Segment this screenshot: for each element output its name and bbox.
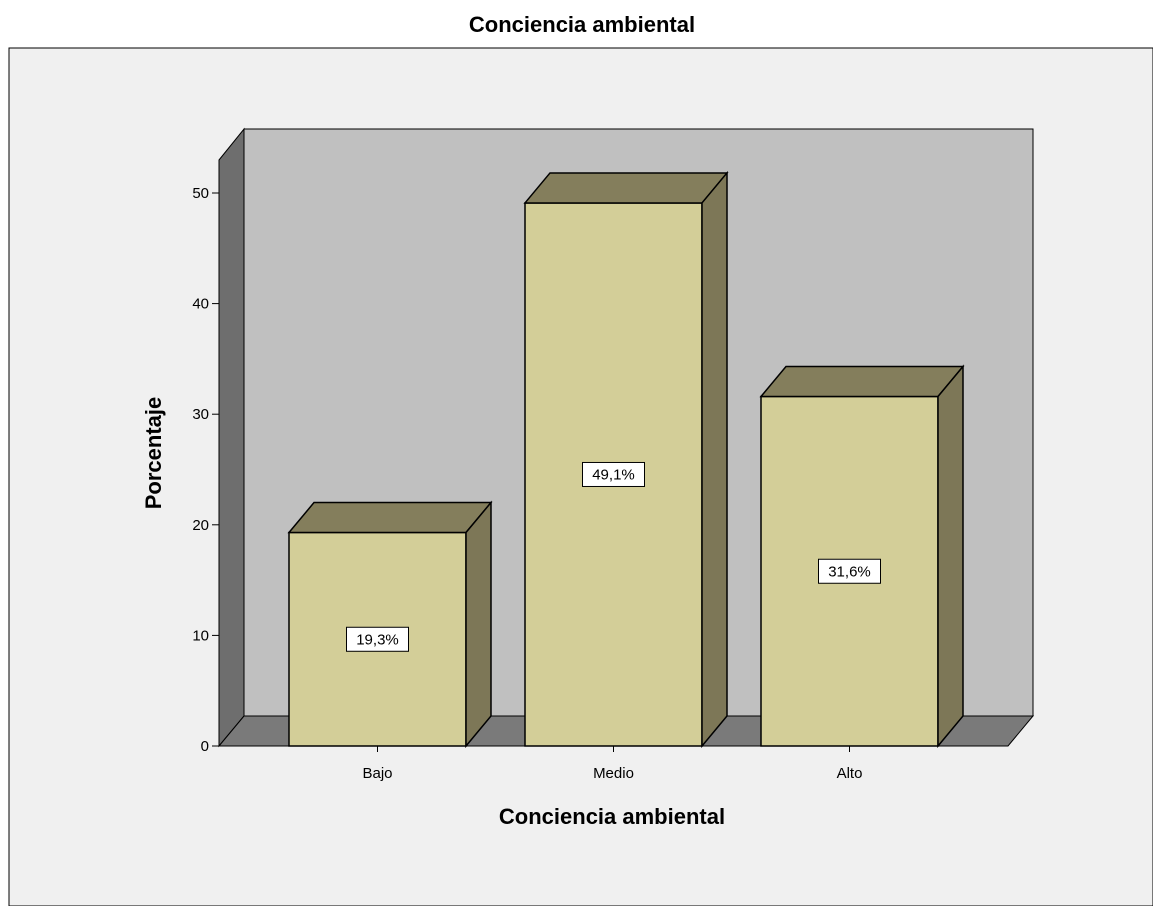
bar-top [523,172,729,204]
y-tick-label: 50 [192,185,209,202]
bar-top [287,501,493,534]
bar-top [759,365,965,398]
x-axis: Bajo Medio Alto [362,746,862,782]
data-label-box [346,626,409,652]
x-axis-title: Conciencia ambiental [499,804,725,829]
bar-alto: 31,6% [759,364,965,749]
y-tick-label: 10 [192,627,209,644]
y-axis-title: Porcentaje [141,397,166,510]
y-axis: 0 10 20 30 40 50 [192,160,220,755]
bar-side [465,500,492,749]
x-tick-label: Bajo [362,765,392,782]
y-tick-label: 30 [192,406,209,423]
bar-side [701,170,728,749]
data-label-box [818,558,881,584]
data-label: 19,3% [356,631,399,648]
chart-title: Conciencia ambiental [469,12,695,37]
bar-medio: 49,1% [523,170,729,749]
data-label: 49,1% [592,466,635,483]
y-tick-label: 40 [192,296,209,313]
y-tick-label: 0 [201,738,209,755]
bars: 19,3% 49,1% 31,6% [287,170,965,749]
bar-bajo: 19,3% [287,500,493,749]
x-tick-label: Alto [837,765,863,782]
plot-side-wall [218,127,245,748]
data-label: 31,6% [828,563,871,580]
bar-side [937,364,964,749]
y-tick-label: 20 [192,517,209,534]
data-label-box [582,461,645,487]
x-tick-label: Medio [593,765,634,782]
